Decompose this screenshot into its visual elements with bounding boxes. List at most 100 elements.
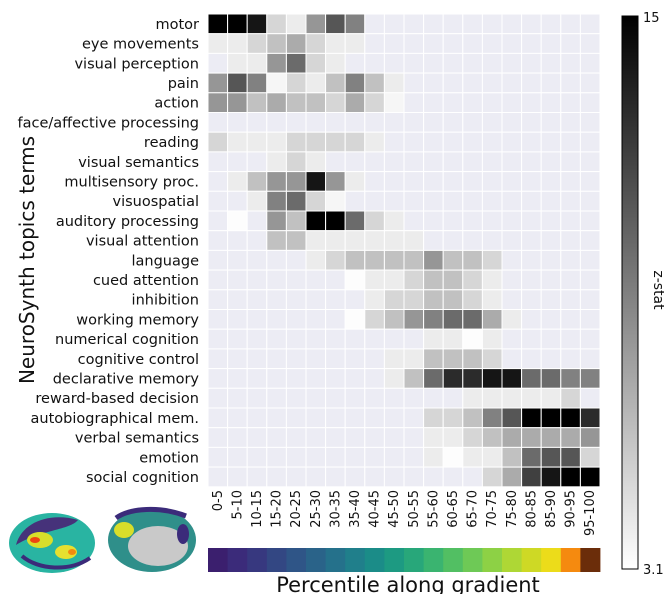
heatmap-cell [364,210,385,232]
heatmap-cell [521,72,542,94]
heatmap-cell [560,33,581,54]
heatmap-cell [423,13,444,35]
heatmap-cell [462,249,483,271]
heatmap-cell [246,151,268,173]
heatmap-cell [266,52,287,74]
heatmap-cell [462,72,483,94]
heatmap-cell [423,92,444,114]
heatmap-cell [481,269,503,291]
heatmap-cell [266,131,287,153]
heatmap-cell [364,289,385,310]
heatmap-cell [403,466,425,488]
heatmap-cell [364,72,385,94]
heatmap-cell [285,13,307,35]
gradient-colorbar [208,548,601,572]
heatmap-cell [383,33,405,54]
heatmap-cell [579,427,601,448]
heatmap-cell [344,151,366,173]
heatmap-cell [521,368,542,389]
heatmap-cell [344,387,366,409]
heatmap-cell [481,348,503,370]
heatmap-cell [227,289,248,310]
heatmap-cell [266,72,287,94]
row-label: verbal semantics [75,431,199,447]
heatmap-cell [481,13,503,35]
heatmap-cell [442,230,464,251]
heatmap-cell [364,151,385,173]
heatmap-cell [344,230,366,251]
heatmap-cell [325,446,346,468]
row-label: autobiographical mem. [31,411,200,427]
heatmap-cell [501,171,523,192]
heatmap-cell [383,368,405,389]
heatmap-cell [207,309,229,330]
heatmap-cell [246,171,268,192]
heatmap-cell [383,151,405,173]
heatmap-cell [560,249,581,271]
heatmap-cell [481,33,503,54]
heatmap-cell [305,151,327,173]
heatmap-cell [423,407,444,429]
heatmap-cell [246,112,268,133]
heatmap-cell [285,289,307,310]
heatmap-cell [501,190,523,212]
heatmap-cell [246,387,268,409]
heatmap-cell [246,13,268,35]
row-label: reading [144,135,199,151]
heatmap-cell [501,131,523,153]
heatmap-cell [383,348,405,370]
heatmap-cell [481,387,503,409]
heatmap-cell [246,230,268,251]
heatmap-cell [579,190,601,212]
heatmap-cell [403,92,425,114]
heatmap-cell [462,92,483,114]
heatmap-cell [285,210,307,232]
column-label: 75-80 [505,490,520,528]
heatmap-cell [305,131,327,153]
heatmap-cell [540,427,562,448]
heatmap-cell [285,269,307,291]
heatmap-cell [246,249,268,271]
heatmap-cell [481,230,503,251]
heatmap-cell [501,72,523,94]
heatmap-cell [266,92,287,114]
heatmap-cell [560,427,581,448]
heatmap-cell [403,368,425,389]
heatmap-cell [305,92,327,114]
heatmap-cell [540,92,562,114]
heatmap-cell [560,230,581,251]
heatmap-cell [246,427,268,448]
heatmap-cell [246,92,268,114]
heatmap-cell [383,407,405,429]
heatmap-cell [305,33,327,54]
heatmap-cell [207,407,229,429]
heatmap-cell [501,407,523,429]
heatmap-cell [344,190,366,212]
heatmap-cell [285,427,307,448]
heatmap-cell [579,92,601,114]
heatmap-cell [501,230,523,251]
column-label: 95-100 [583,490,598,536]
heatmap-cell [442,309,464,330]
heatmap-cell [462,368,483,389]
brain-lateral-view [9,513,95,573]
heatmap-cell [207,72,229,94]
heatmap-cell [305,72,327,94]
gradient-swatch [423,548,444,572]
heatmap-cell [207,387,229,409]
heatmap-cell [325,171,346,192]
heatmap-cell [442,131,464,153]
gradient-swatch [364,548,385,572]
heatmap-cell [521,446,542,468]
gradient-swatch [306,548,326,572]
heatmap-cell [305,387,327,409]
heatmap-cell [325,33,346,54]
heatmap-cell [540,210,562,232]
gradient-swatch [482,548,503,572]
heatmap-cell [540,151,562,173]
heatmap-cell [364,131,385,153]
heatmap-cell [481,368,503,389]
heatmap-cell [403,328,425,350]
heatmap-cell [325,92,346,114]
gradient-swatch [208,548,228,572]
